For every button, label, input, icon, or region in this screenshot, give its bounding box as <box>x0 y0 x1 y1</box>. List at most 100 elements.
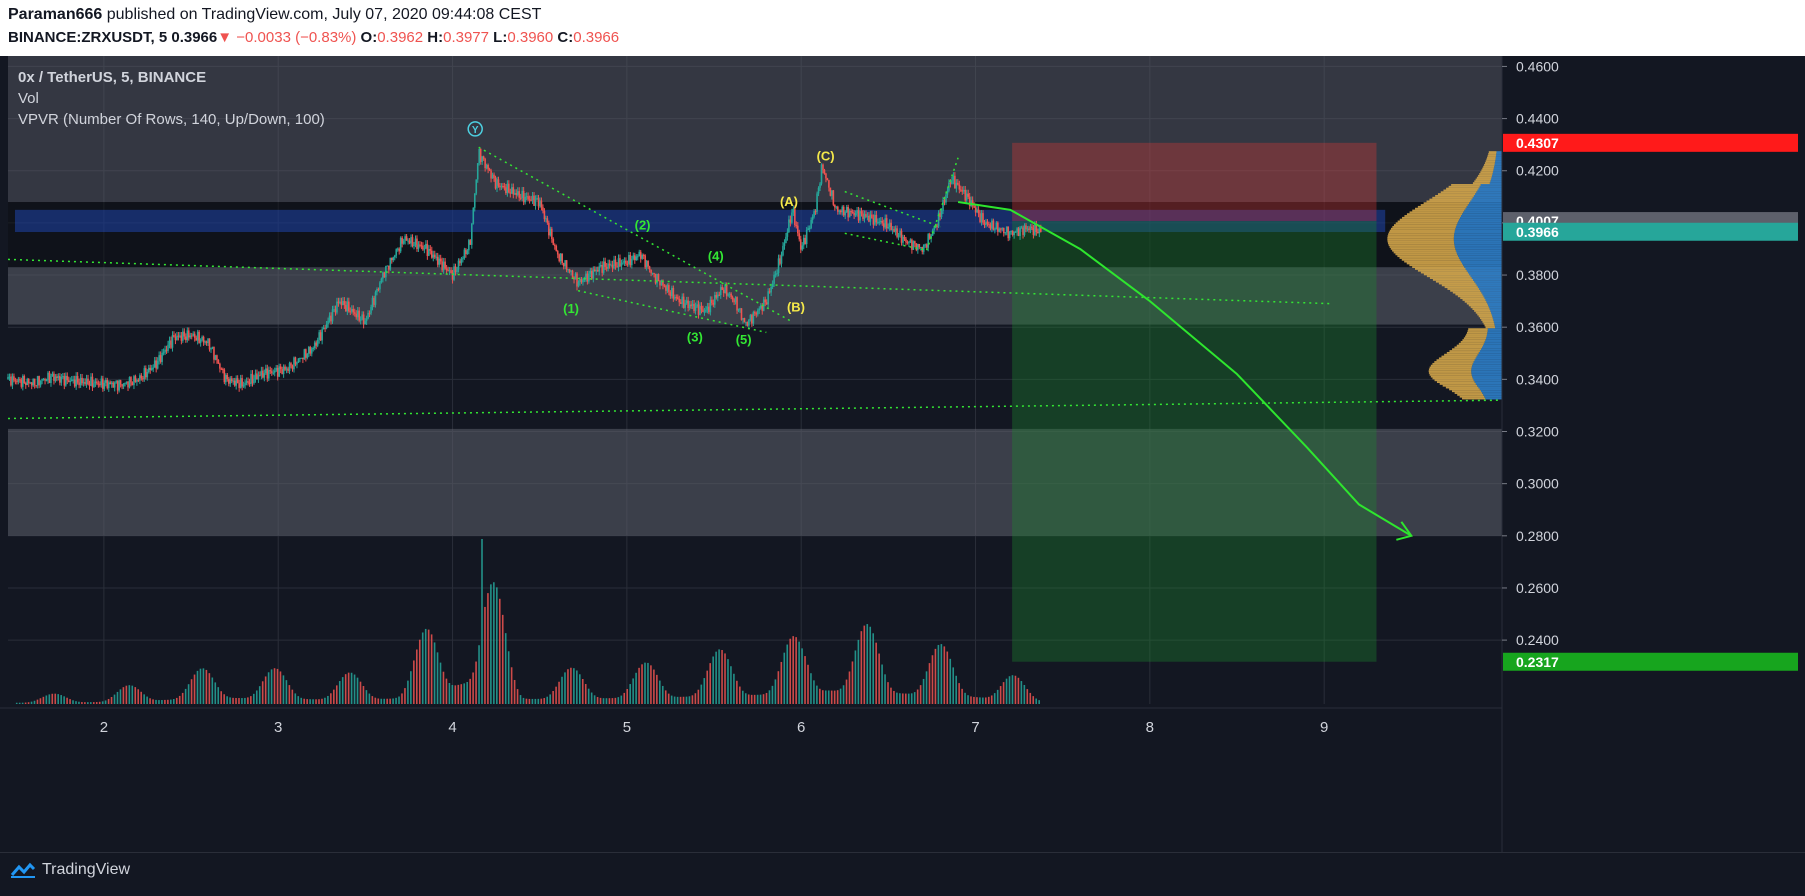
vpvr-row-up <box>1496 151 1502 154</box>
projection-curve[interactable] <box>957 201 1412 537</box>
candle-body <box>130 377 132 383</box>
legend-vpvr[interactable]: VPVR (Number Of Rows, 140, Up/Down, 100) <box>18 111 325 128</box>
vpvr-row-down <box>1443 189 1478 192</box>
vpvr-row-up <box>1480 390 1502 393</box>
price-zone <box>8 202 1502 268</box>
vpvr-row-up <box>1486 335 1502 338</box>
candle-body <box>336 301 338 313</box>
candle-body <box>737 309 740 311</box>
candle-body <box>636 256 639 258</box>
vpvr-row-down <box>1435 280 1475 283</box>
candle-body <box>982 213 984 223</box>
candle-body <box>1013 231 1015 235</box>
volume-bar <box>656 674 658 704</box>
stop-loss-zone[interactable] <box>1012 142 1377 222</box>
trend-line[interactable] <box>7 258 1333 305</box>
vpvr-row-down <box>1482 320 1494 323</box>
candle-body <box>471 223 473 245</box>
candle-body <box>662 280 664 286</box>
candle-body <box>731 296 734 300</box>
candle-body <box>819 183 821 188</box>
volume-bar <box>973 696 975 704</box>
volume-bar <box>356 677 359 704</box>
candle-body <box>882 223 885 228</box>
candle-body <box>595 270 598 272</box>
volume-bar <box>427 629 430 704</box>
candle-body <box>328 315 331 321</box>
candle-body <box>186 330 189 341</box>
candle-body <box>995 222 998 230</box>
candle-body <box>896 228 898 237</box>
candle-body <box>288 363 291 372</box>
price-tick-label: 0.2800 <box>1516 528 1559 544</box>
candle-body <box>546 218 549 223</box>
wave-label: (1) <box>563 301 579 316</box>
vpvr-row-up <box>1487 328 1502 331</box>
candle-body <box>116 381 119 391</box>
candle-body <box>580 279 583 283</box>
candle-body <box>158 355 160 361</box>
candle-body <box>826 178 829 181</box>
take-profit-zone[interactable] <box>1012 221 1377 662</box>
candle-body <box>453 266 455 280</box>
volume-bar <box>371 696 374 704</box>
trend-line[interactable] <box>577 289 767 334</box>
volume-bar <box>69 699 71 704</box>
candle-body <box>943 199 946 203</box>
trend-line[interactable] <box>926 157 959 251</box>
candle-body <box>1002 228 1005 234</box>
candle-body <box>724 284 726 294</box>
candle-body <box>214 355 217 360</box>
candle-body <box>60 376 63 383</box>
volume-bar <box>469 678 471 704</box>
candle-body <box>795 225 798 227</box>
publisher-name[interactable]: Paraman666 <box>8 6 103 23</box>
candle-body <box>475 179 478 194</box>
candle-body <box>78 382 80 386</box>
candle-body <box>164 349 166 353</box>
vpvr-row-up <box>1493 167 1502 170</box>
price-axis[interactable] <box>1502 56 1805 852</box>
trend-line[interactable] <box>844 190 941 228</box>
candle-body <box>425 243 427 249</box>
trend-line[interactable] <box>844 232 927 252</box>
candle-body <box>113 382 116 388</box>
candle-body <box>725 284 728 296</box>
candle-body <box>989 224 992 229</box>
candle-body <box>593 269 596 272</box>
candle-body <box>487 164 489 170</box>
candle-body <box>1010 230 1012 232</box>
candle-body <box>67 380 70 383</box>
candle-body <box>430 250 433 258</box>
candle-body <box>1034 224 1036 235</box>
candle-body <box>278 366 280 377</box>
vpvr-row-up <box>1482 293 1502 296</box>
candle-body <box>605 266 608 269</box>
candle-body <box>626 263 629 265</box>
close-value: 0.3966 <box>573 29 620 46</box>
volume-bar <box>534 698 537 704</box>
price-chart[interactable]: Y (C) (A) (B) (1) (2) (3) (4) (5) 0.4600 0.4400 0.4… <box>0 56 1805 852</box>
vpvr-row-down <box>1426 200 1471 203</box>
candle-body <box>998 228 1001 232</box>
tradingview-logo[interactable]: TradingView <box>10 861 130 879</box>
volume-bar <box>90 702 92 704</box>
published-text: published on TradingView.com, July 07, 2… <box>106 6 542 23</box>
volume-bar <box>848 671 851 704</box>
candle-body <box>395 249 398 256</box>
candle-body <box>359 319 362 321</box>
candle-body <box>149 367 152 371</box>
legend-volume[interactable]: Vol <box>18 90 39 107</box>
legend-symbol[interactable]: 0x / TetherUS, 5, BINANCE <box>18 69 207 86</box>
vpvr-row-down <box>1436 381 1475 383</box>
publish-line: Paraman666 published on TradingView.com,… <box>8 6 541 24</box>
candle-body <box>168 340 171 345</box>
vpvr-row-down <box>1457 393 1484 396</box>
vpvr-row-down <box>1429 373 1472 376</box>
candle-body <box>759 305 762 309</box>
volume-bar <box>113 694 116 704</box>
volume-bar <box>238 698 240 704</box>
volume-bar <box>842 685 845 704</box>
candle-body <box>426 243 429 256</box>
candle-body <box>1023 225 1026 235</box>
